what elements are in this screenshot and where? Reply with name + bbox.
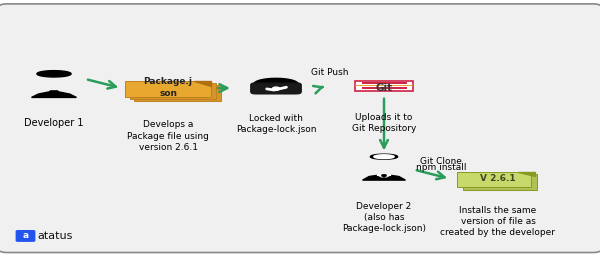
Text: V 2.6.1: V 2.6.1 bbox=[480, 174, 516, 183]
FancyBboxPatch shape bbox=[0, 4, 600, 253]
Polygon shape bbox=[362, 175, 406, 180]
Polygon shape bbox=[37, 71, 71, 77]
FancyBboxPatch shape bbox=[16, 230, 35, 242]
FancyBboxPatch shape bbox=[251, 83, 301, 94]
Text: Develops a
Package file using
version 2.6.1: Develops a Package file using version 2.… bbox=[127, 120, 209, 152]
Text: npm install: npm install bbox=[416, 163, 466, 171]
Circle shape bbox=[272, 87, 280, 90]
Polygon shape bbox=[377, 175, 391, 177]
Polygon shape bbox=[32, 92, 77, 97]
Polygon shape bbox=[382, 175, 386, 177]
FancyBboxPatch shape bbox=[125, 81, 211, 97]
FancyBboxPatch shape bbox=[355, 85, 413, 87]
Polygon shape bbox=[518, 172, 535, 176]
FancyBboxPatch shape bbox=[130, 83, 216, 99]
Text: Uploads it to
Git Repository: Uploads it to Git Repository bbox=[352, 113, 416, 133]
FancyBboxPatch shape bbox=[457, 172, 530, 187]
Text: atatus: atatus bbox=[38, 231, 73, 241]
Polygon shape bbox=[194, 81, 211, 86]
Text: Developer 1: Developer 1 bbox=[24, 118, 84, 128]
Text: Locked with
Package-lock.json: Locked with Package-lock.json bbox=[236, 114, 316, 134]
Text: Installs the same
version of file as
created by the developer: Installs the same version of file as cre… bbox=[440, 206, 556, 237]
Polygon shape bbox=[374, 155, 394, 159]
Text: a: a bbox=[22, 232, 28, 240]
Text: Package.j
son: Package.j son bbox=[143, 77, 193, 98]
FancyBboxPatch shape bbox=[463, 175, 536, 190]
Text: Git Push: Git Push bbox=[311, 68, 349, 77]
FancyBboxPatch shape bbox=[134, 85, 221, 101]
Text: Git: Git bbox=[376, 83, 392, 93]
FancyBboxPatch shape bbox=[355, 81, 413, 91]
Text: Git Clone: Git Clone bbox=[420, 157, 462, 166]
Polygon shape bbox=[49, 91, 59, 92]
Text: Developer 2
(also has
Package-lock.json): Developer 2 (also has Package-lock.json) bbox=[342, 202, 426, 233]
Polygon shape bbox=[370, 154, 398, 159]
